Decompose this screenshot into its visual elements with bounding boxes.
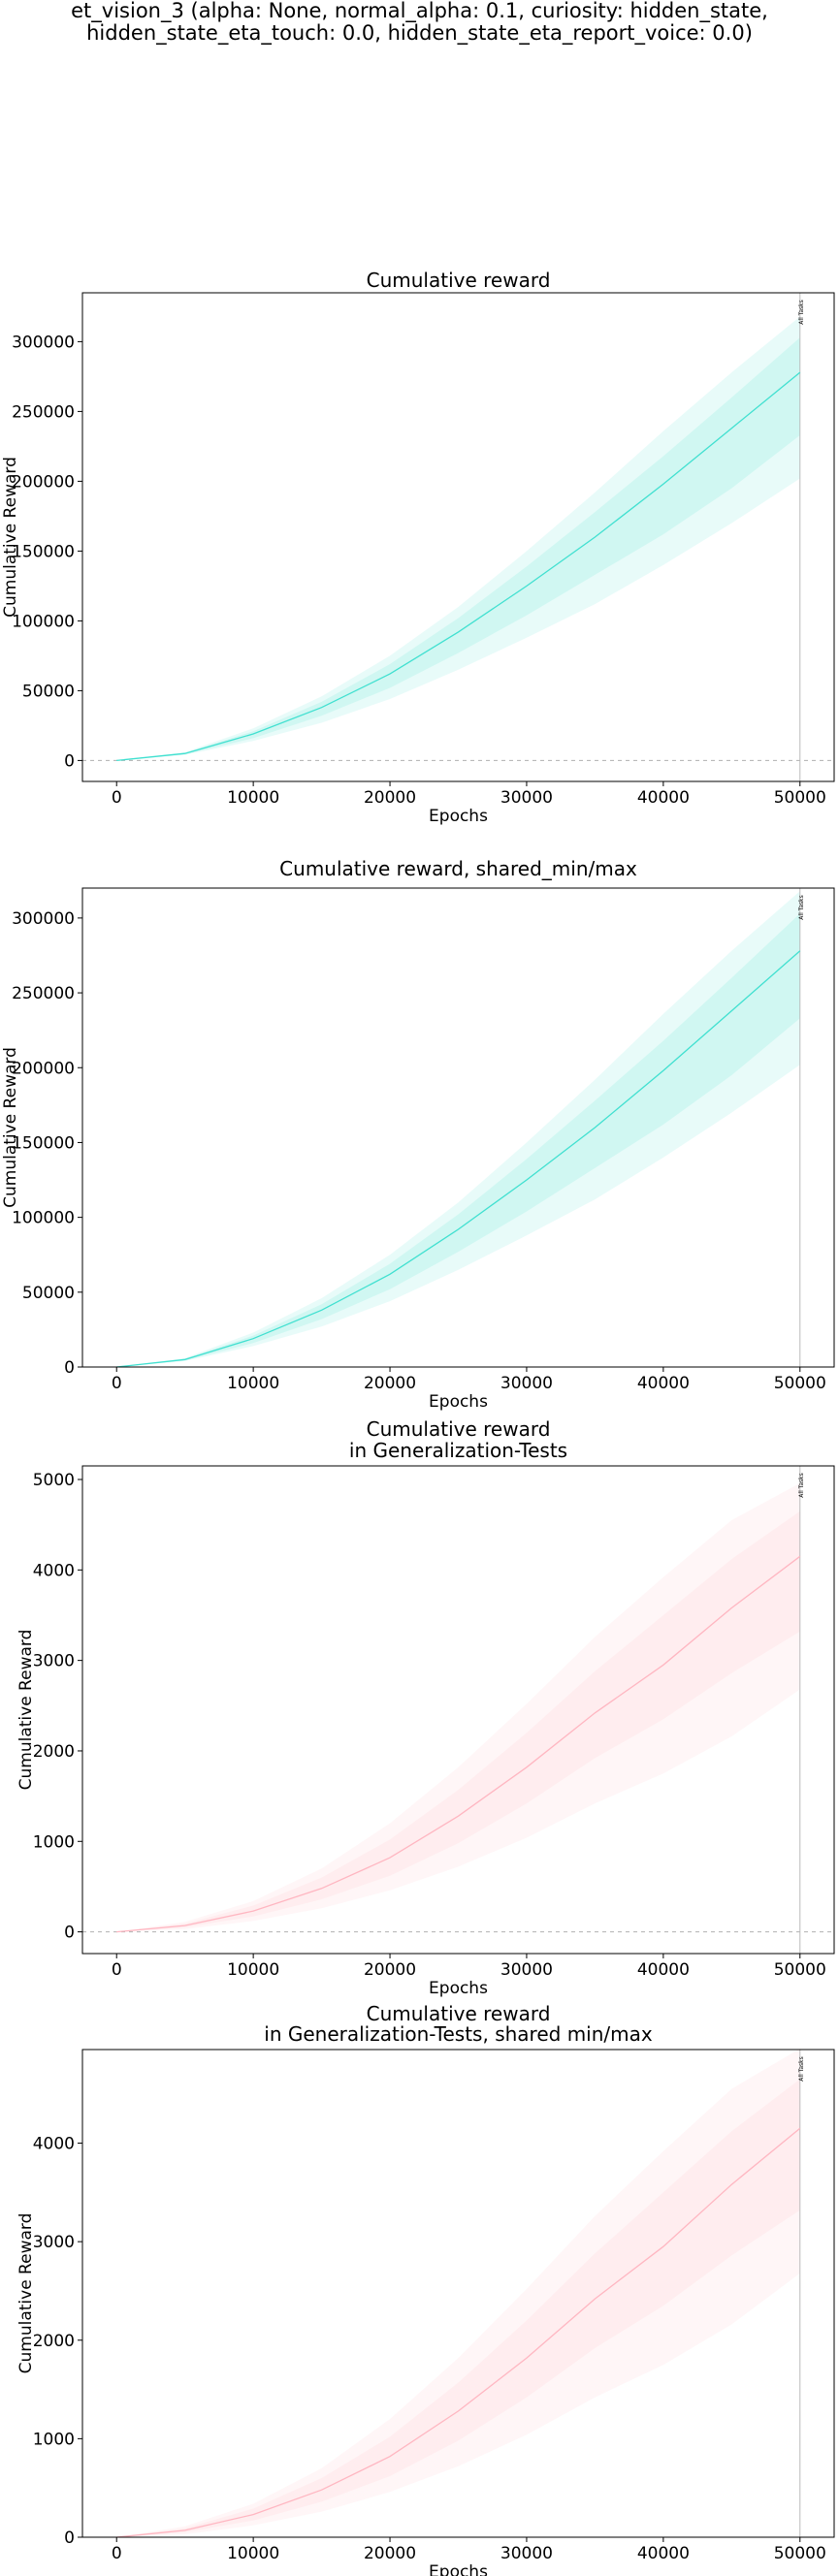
chart-title: Cumulative reward, shared_min/max bbox=[279, 857, 637, 880]
inner-range-band bbox=[116, 337, 800, 761]
x-axis-label: Epochs bbox=[429, 2562, 488, 2576]
axes-frame bbox=[81, 292, 835, 782]
x-tick-label: 10000 bbox=[227, 2544, 279, 2563]
x-tick-label: 20000 bbox=[364, 1960, 416, 1980]
x-tick-label: 0 bbox=[112, 1374, 122, 1393]
x-tick-label: 40000 bbox=[637, 788, 690, 808]
x-tick-label: 30000 bbox=[500, 1374, 553, 1393]
y-tick-label: 50000 bbox=[22, 682, 75, 701]
chart-title: Cumulative reward bbox=[367, 1417, 551, 1441]
x-tick-label: 10000 bbox=[227, 1374, 279, 1393]
axes-frame bbox=[81, 2049, 835, 2538]
mean-series-line bbox=[116, 2127, 801, 2538]
y-tick-label: 200000 bbox=[12, 472, 75, 492]
y-tick-label: 0 bbox=[64, 1358, 75, 1378]
x-axis-label: Epochs bbox=[429, 1392, 488, 1412]
y-axis-label: Cumulative Reward bbox=[16, 1630, 36, 1791]
x-tick-label: 20000 bbox=[364, 1374, 416, 1393]
y-tick-label: 0 bbox=[64, 751, 75, 771]
y-tick-label: 3000 bbox=[33, 2233, 75, 2252]
chart-1: Cumulative reward All Tasks 0 10000 20000 300… bbox=[1, 269, 835, 826]
chart-title: in Generalization-Tests, shared min/max bbox=[264, 2022, 653, 2046]
y-tick-label: 150000 bbox=[12, 1133, 75, 1153]
x-tick-label: 10000 bbox=[227, 1960, 279, 1980]
y-tick-label: 300000 bbox=[12, 909, 75, 929]
x-tick-label: 40000 bbox=[637, 2544, 690, 2563]
y-tick-label: 250000 bbox=[12, 402, 75, 422]
x-tick-label: 20000 bbox=[364, 788, 416, 808]
x-tick-label: 50000 bbox=[774, 1374, 826, 1393]
y-tick-label: 250000 bbox=[12, 984, 75, 1003]
all-tasks-label: All Tasks bbox=[798, 2056, 805, 2081]
x-tick-label: 50000 bbox=[774, 788, 826, 808]
y-tick-label: 0 bbox=[64, 1924, 75, 1943]
outer-range-band bbox=[116, 1482, 800, 1932]
x-tick-label: 50000 bbox=[774, 1960, 826, 1980]
y-axis-label: Cumulative Reward bbox=[1, 1047, 20, 1208]
mean-series-line bbox=[116, 371, 801, 762]
y-tick-label: 100000 bbox=[12, 612, 75, 631]
axes-frame bbox=[81, 1465, 835, 1955]
x-tick-label: 30000 bbox=[500, 2544, 553, 2563]
all-tasks-label: All Tasks bbox=[798, 895, 805, 919]
x-tick-label: 20000 bbox=[364, 2544, 416, 2563]
chart-title: in Generalization-Tests bbox=[349, 1439, 567, 1462]
y-tick-label: 150000 bbox=[12, 542, 75, 561]
x-tick-label: 0 bbox=[112, 788, 122, 808]
x-axis-label: Epochs bbox=[429, 1979, 488, 1998]
x-tick-label: 40000 bbox=[637, 1374, 690, 1393]
y-tick-label: 4000 bbox=[33, 1561, 75, 1580]
figure-suptitle: et_vision_3 (alpha: None, normal_alpha: … bbox=[0, 0, 839, 45]
x-tick-label: 50000 bbox=[774, 2544, 826, 2563]
x-tick-label: 30000 bbox=[500, 788, 553, 808]
y-tick-label: 3000 bbox=[33, 1652, 75, 1671]
y-tick-label: 2000 bbox=[33, 1742, 75, 1762]
suptitle-line-2: hidden_state_eta_touch: 0.0, hidden_stat… bbox=[86, 21, 753, 45]
outer-range-band bbox=[116, 891, 800, 1367]
x-axis-label: Epochs bbox=[429, 807, 488, 826]
x-tick-label: 10000 bbox=[227, 788, 279, 808]
y-tick-label: 300000 bbox=[12, 333, 75, 352]
inner-range-band bbox=[116, 913, 800, 1367]
y-tick-label: 4000 bbox=[33, 2135, 75, 2154]
all-tasks-label: All Tasks bbox=[798, 1473, 805, 1497]
chart-title: Cumulative reward bbox=[367, 269, 551, 292]
y-tick-label: 200000 bbox=[12, 1059, 75, 1078]
y-axis-label: Cumulative Reward bbox=[16, 2213, 36, 2374]
y-tick-label: 1000 bbox=[33, 1832, 75, 1852]
chart-title: Cumulative reward bbox=[367, 2002, 551, 2025]
y-tick-label: 50000 bbox=[22, 1284, 75, 1303]
axes-frame bbox=[81, 887, 835, 1368]
y-tick-label: 1000 bbox=[33, 2430, 75, 2449]
suptitle-line-1: et_vision_3 (alpha: None, normal_alpha: … bbox=[71, 0, 768, 22]
mean-series-line bbox=[116, 1555, 801, 1933]
y-tick-label: 2000 bbox=[33, 2332, 75, 2351]
chart-2: Cumulative reward, shared_min/max All Tas… bbox=[1, 857, 835, 1412]
outer-range-band bbox=[116, 2049, 800, 2537]
mean-series-line bbox=[116, 950, 801, 1368]
x-tick-label: 0 bbox=[112, 2544, 122, 2563]
outer-range-band bbox=[116, 316, 800, 761]
all-tasks-label: All Tasks bbox=[798, 300, 805, 324]
x-tick-label: 30000 bbox=[500, 1960, 553, 1980]
y-axis-label: Cumulative Reward bbox=[1, 457, 20, 618]
y-tick-label: 100000 bbox=[12, 1209, 75, 1228]
y-tick-label: 0 bbox=[64, 2528, 75, 2548]
x-tick-label: 40000 bbox=[637, 1960, 690, 1980]
x-tick-label: 0 bbox=[112, 1960, 122, 1980]
y-tick-label: 5000 bbox=[33, 1471, 75, 1490]
